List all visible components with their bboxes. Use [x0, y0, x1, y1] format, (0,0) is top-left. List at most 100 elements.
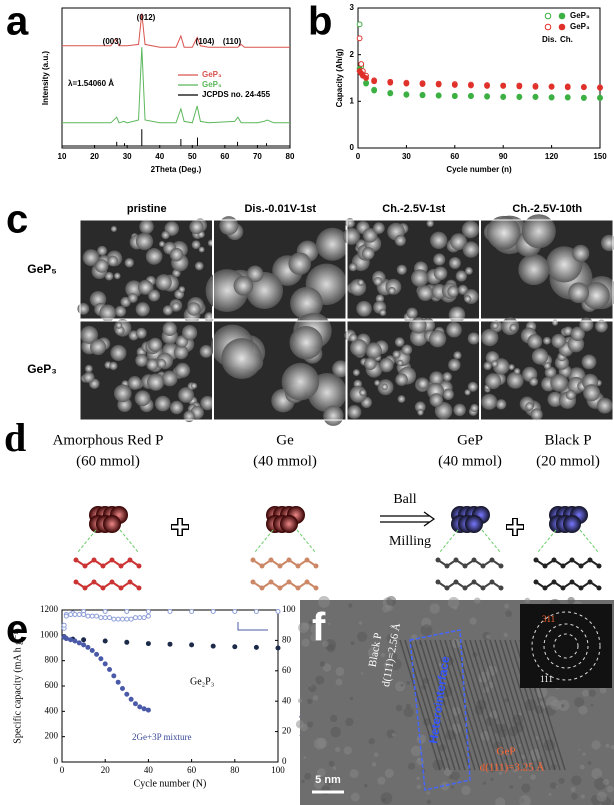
sem-particle — [289, 326, 323, 360]
sem-particle — [323, 405, 344, 426]
sem-particle — [543, 362, 552, 370]
lattice-atom — [480, 563, 486, 569]
y-tick-label: 1 — [350, 96, 355, 105]
sem-particle — [365, 342, 382, 359]
tem-noise — [461, 785, 471, 795]
capacity-point — [141, 706, 147, 712]
tem-noise — [330, 714, 338, 723]
efficiency-point — [102, 615, 108, 621]
tem-noise — [313, 737, 326, 750]
phase-label: GeP — [497, 746, 516, 758]
charge-point — [363, 80, 369, 87]
lattice-atom — [295, 585, 301, 591]
charge-point — [435, 81, 442, 88]
tem-noise — [386, 604, 393, 611]
efficiency-point — [68, 612, 74, 618]
tem-noise — [560, 703, 565, 708]
legend-dis — [544, 12, 552, 20]
x-tick-label: 80 — [286, 152, 295, 161]
sem-particle — [183, 410, 195, 423]
sem-particle — [464, 295, 472, 303]
tem-noise — [389, 658, 402, 671]
sem-image — [80, 319, 215, 423]
tem-noise — [297, 698, 303, 704]
charge-point — [484, 93, 490, 100]
charge-point — [564, 94, 571, 101]
sem-particle — [290, 286, 323, 320]
x-tick-label: 40 — [144, 765, 154, 775]
sem-particle — [80, 325, 99, 344]
tem-noise — [306, 698, 313, 705]
compound-name: Amorphous Red P — [53, 432, 164, 448]
tem-noise — [380, 792, 393, 805]
sem-particle — [417, 285, 434, 302]
guide-lines — [77, 529, 139, 553]
sem-particle — [359, 389, 367, 397]
sem-particle — [148, 289, 161, 302]
tem-noise — [426, 791, 431, 795]
lattice-atom — [444, 563, 450, 569]
sem-particle — [410, 317, 427, 334]
tem-noise — [386, 595, 397, 607]
cluster-atom — [465, 515, 483, 533]
sem-particle — [448, 256, 461, 269]
efficiency-point — [115, 616, 121, 622]
sem-particle — [442, 371, 452, 382]
sem-border — [213, 320, 347, 421]
tem-noise — [350, 792, 360, 802]
tem-noise — [303, 756, 307, 760]
lattice-atom — [313, 563, 319, 569]
sem-particle — [350, 338, 368, 357]
tem-noise — [371, 762, 377, 767]
lattice-fringe — [494, 639, 536, 771]
sem-particle — [396, 264, 407, 275]
scale-label: 5 nm — [315, 774, 341, 786]
tem-noise — [602, 778, 610, 786]
sem-particle — [373, 276, 383, 286]
lattice-atom — [250, 579, 256, 585]
charge-point — [403, 80, 410, 87]
inset-index: 311 — [542, 614, 555, 624]
charge-point — [500, 83, 507, 89]
charge-point — [403, 91, 410, 98]
sem-image — [210, 312, 350, 426]
lattice-atom — [498, 585, 504, 591]
charge-point — [419, 92, 426, 99]
column-header: pristine — [127, 203, 167, 215]
tem-noise — [326, 778, 334, 786]
sem-particle — [565, 389, 576, 400]
lattice-atom — [259, 563, 265, 569]
tem-noise — [395, 704, 403, 712]
x-tick-label: 70 — [253, 152, 262, 161]
guide-lines — [537, 529, 599, 553]
lattice-fringe — [414, 639, 456, 771]
tem-noise — [587, 761, 592, 765]
lattice-atom — [444, 585, 450, 591]
capacity-point — [107, 667, 113, 673]
tem-noise — [504, 603, 510, 609]
capacity-point — [81, 637, 87, 643]
compound-amount: (40 mmol) — [438, 453, 502, 469]
sem-particle — [161, 230, 170, 240]
y-tick-label: 0 — [54, 756, 59, 766]
sem-particle — [581, 354, 597, 370]
axis-indicator — [237, 622, 268, 631]
sem-particle — [486, 215, 521, 250]
efficiency-point — [253, 609, 259, 615]
sem-particle — [462, 241, 480, 258]
tem-noise — [380, 652, 386, 658]
sem-border — [346, 320, 480, 421]
sem-particle — [352, 369, 360, 377]
sem-particle — [464, 266, 473, 275]
sem-particle — [345, 218, 355, 228]
lattice-atom — [542, 563, 548, 569]
sem-particle — [570, 326, 585, 341]
cluster-atom — [280, 515, 298, 533]
sem-particle — [125, 280, 143, 298]
tem-noise — [610, 744, 614, 750]
tem-noise — [567, 596, 575, 605]
lattice-atom — [304, 557, 310, 563]
sem-particle — [198, 246, 205, 253]
xrd-line — [62, 47, 290, 124]
sem-particle — [509, 323, 518, 332]
